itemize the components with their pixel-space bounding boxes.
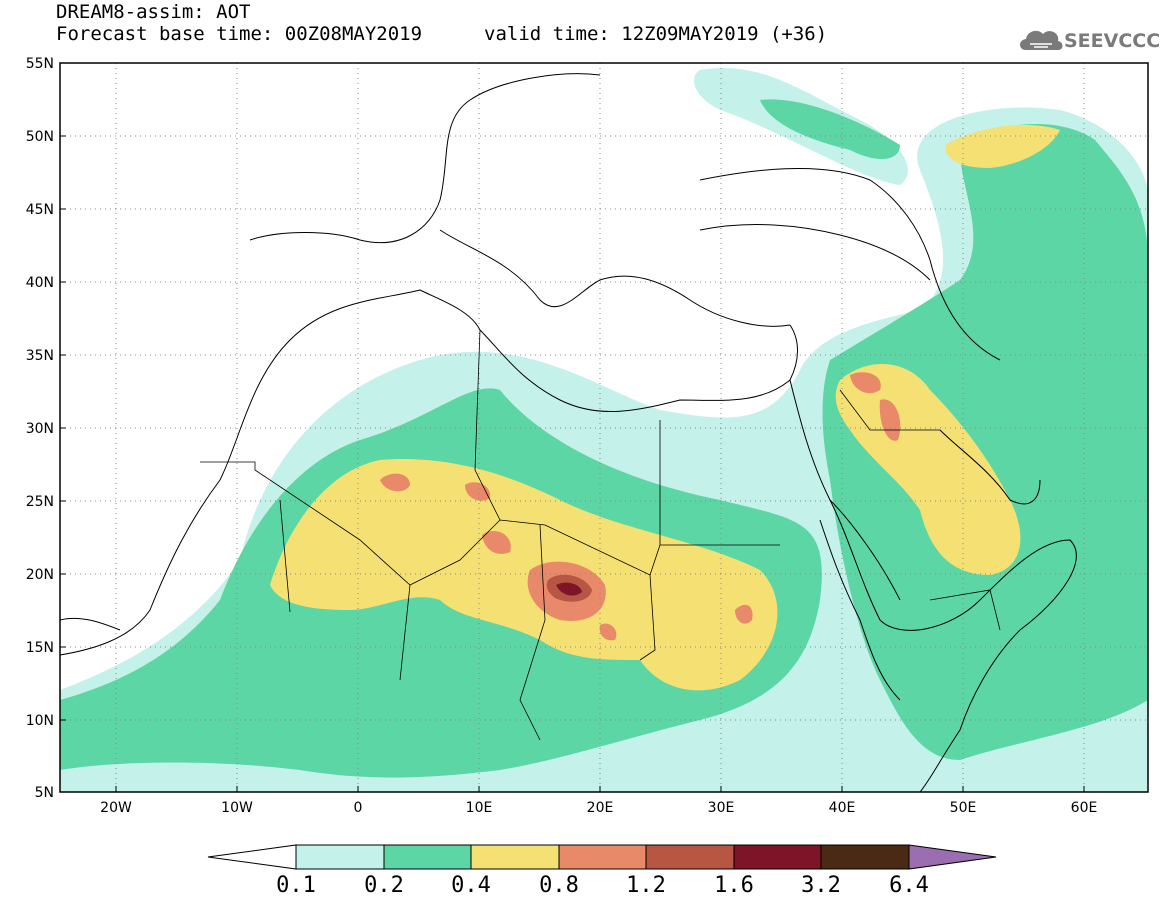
aot-shading [60,68,1148,792]
lat-label: 25N [26,494,54,510]
lon-label: 50E [950,800,977,816]
colorbar-swatch [383,844,472,870]
lat-label: 20N [26,567,54,583]
aot-band-0.4-kazakh [945,125,1060,168]
lon-label: 10E [466,800,493,816]
aot-band-0.8h [599,623,617,641]
colorbar [207,844,997,870]
colorbar-label: 6.4 [889,873,929,898]
valid-time: valid time: 12Z09MAY2019 (+36) [484,23,828,45]
lat-label: 50N [26,129,54,145]
lat-label: 40N [26,275,54,291]
map-title: DREAM8-assim: AOT [56,1,251,23]
cloud-icon [1020,30,1063,50]
lat-label: 5N [35,785,54,801]
aot-band-0.2-east [822,123,1148,761]
coastlines [59,73,1077,793]
colorbar-swatch [470,844,560,870]
colorbar-swatch [295,844,385,870]
lon-label: 30E [708,800,735,816]
colorbar-label: 1.6 [714,873,754,898]
colorbar-over-arrow [908,844,997,870]
colorbar-label: 3.2 [801,873,841,898]
lat-label: 55N [26,56,54,72]
lon-label: 20E [587,800,614,816]
colorbar-swatch [733,844,822,870]
colorbar-label: 1.2 [626,873,666,898]
lat-label: 35N [26,348,54,364]
aot-band-0.4-sahara [270,459,778,691]
lon-labels: 20W 10W 0 10E 20E 30E 40E 50E 60E [100,800,1097,816]
colorbar-labels: 0.1 0.2 0.4 0.8 1.2 1.6 3.2 6.4 [276,873,929,898]
forecast-base-time: Forecast base time: 00Z08MAY2019 [56,23,423,45]
lat-label: 45N [26,202,54,218]
country-borders [200,329,1001,741]
colorbar-under-arrow [207,844,297,870]
colorbar-label: 0.1 [276,873,316,898]
aot-band-0.8d [482,531,511,555]
lon-label: 0 [354,800,363,816]
lat-label: 15N [26,640,54,656]
lon-label: 60E [1071,800,1098,816]
aot-band-0.8f [879,399,901,441]
colorbar-label: 0.2 [364,873,404,898]
lon-label: 40E [829,800,856,816]
colorbar-swatch [645,844,735,870]
aot-band-1.6 [556,582,582,596]
colorbar-label: 0.4 [451,873,491,898]
colorbar-label: 0.8 [539,873,579,898]
lat-labels: 55N 50N 45N 40N 35N 30N 25N 20N 15N 10N … [26,56,54,801]
aot-band-0.8g [735,604,753,624]
seevccc-logo-text: SEEVCCC [1064,30,1161,52]
lon-label: 10W [221,800,253,816]
colorbar-swatch [558,844,647,870]
colorbar-swatch [820,844,910,870]
tick-marks [60,62,1085,792]
lon-label: 20W [100,800,132,816]
aot-band-0.2-caspian [760,99,900,160]
aot-band-0.8b [380,473,410,492]
aot-band-0.8e [850,372,881,394]
lat-label: 10N [26,713,54,729]
lat-label: 30N [26,421,54,437]
